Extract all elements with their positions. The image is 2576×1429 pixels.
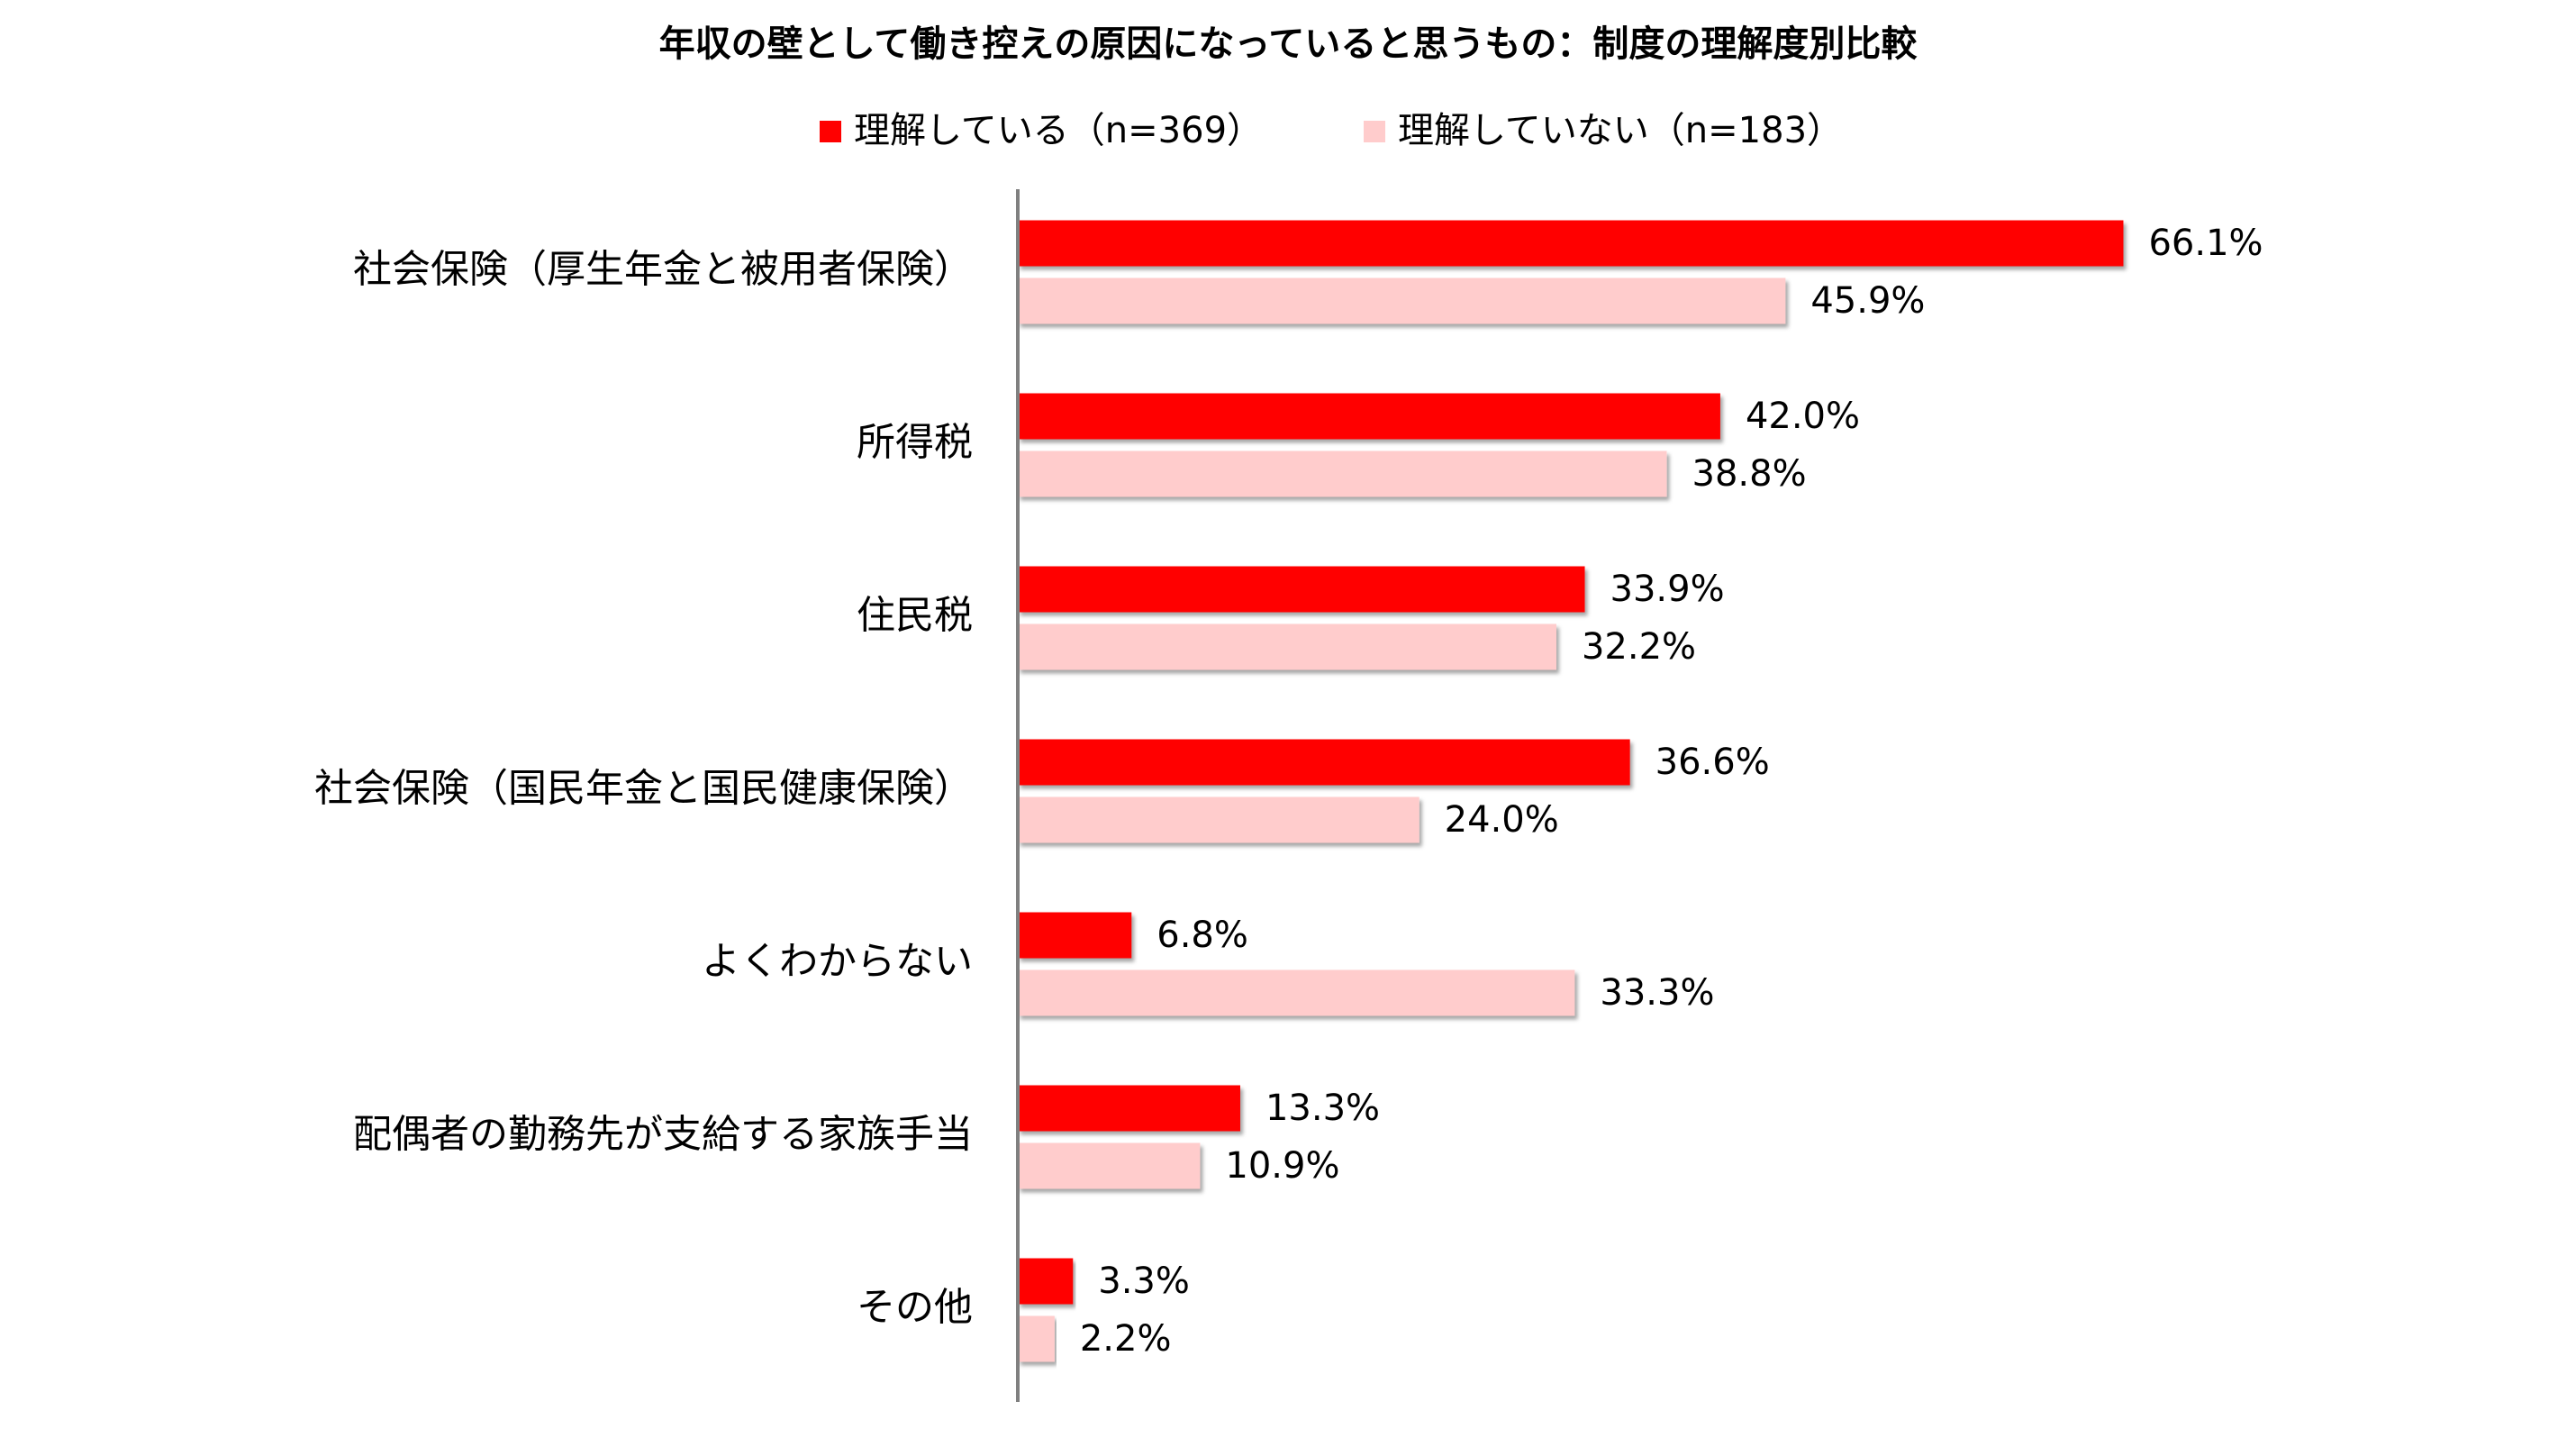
- value-label: 33.9%: [1610, 569, 1725, 610]
- bar: [1018, 1315, 1055, 1362]
- bar: [1018, 623, 1556, 670]
- bar: [1018, 393, 1720, 440]
- value-label: 38.8%: [1692, 453, 1807, 495]
- legend-swatch: [1364, 121, 1385, 142]
- value-label: 45.9%: [1810, 280, 1925, 322]
- legend-swatch: [820, 121, 841, 142]
- value-label: 6.8%: [1156, 915, 1248, 956]
- category-label: その他: [857, 1286, 973, 1331]
- bar: [1018, 566, 1585, 613]
- legend-label: 理解していない（n=183）: [1398, 110, 1843, 151]
- bar: [1018, 220, 2124, 267]
- bar: [1018, 1085, 1240, 1132]
- bar: [1018, 969, 1575, 1016]
- bar: [1018, 912, 1132, 959]
- category-label: 社会保険（国民年金と国民健康保険）: [314, 767, 973, 812]
- legend: 理解している（n=369） 理解していない（n=183）: [820, 110, 1843, 151]
- bar: [1018, 1258, 1074, 1305]
- bar: [1018, 278, 1786, 324]
- value-label: 33.3%: [1600, 972, 1714, 1014]
- category-label: 所得税: [857, 421, 973, 466]
- legend-label: 理解している（n=369）: [854, 110, 1263, 151]
- value-label: 42.0%: [1746, 396, 1860, 437]
- value-label: 36.6%: [1655, 742, 1770, 783]
- category-label: 社会保険（厚生年金と被用者保険）: [353, 248, 973, 293]
- category-label: よくわからない: [702, 940, 973, 985]
- chart-title: 年収の壁として働き控えの原因になっていると思うもの：制度の理解度別比較: [659, 23, 1918, 65]
- value-label: 66.1%: [2148, 223, 2263, 264]
- bar: [1018, 451, 1667, 497]
- category-label: 住民税: [857, 594, 973, 639]
- value-label: 24.0%: [1445, 799, 1559, 841]
- value-label: 2.2%: [1080, 1318, 1172, 1360]
- value-label: 13.3%: [1265, 1088, 1380, 1129]
- plot-area: 社会保険（厚生年金と被用者保険） 66.1% 45.9% 所得税 42.0% 38.8% 住…: [314, 220, 2263, 1362]
- bar: [1018, 739, 1630, 786]
- bar: [1018, 796, 1420, 843]
- bar: [1018, 1142, 1201, 1189]
- value-label: 3.3%: [1098, 1261, 1190, 1302]
- value-label: 10.9%: [1225, 1145, 1339, 1187]
- category-label: 配偶者の勤務先が支給する家族手当: [353, 1113, 973, 1158]
- value-label: 32.2%: [1582, 626, 1696, 668]
